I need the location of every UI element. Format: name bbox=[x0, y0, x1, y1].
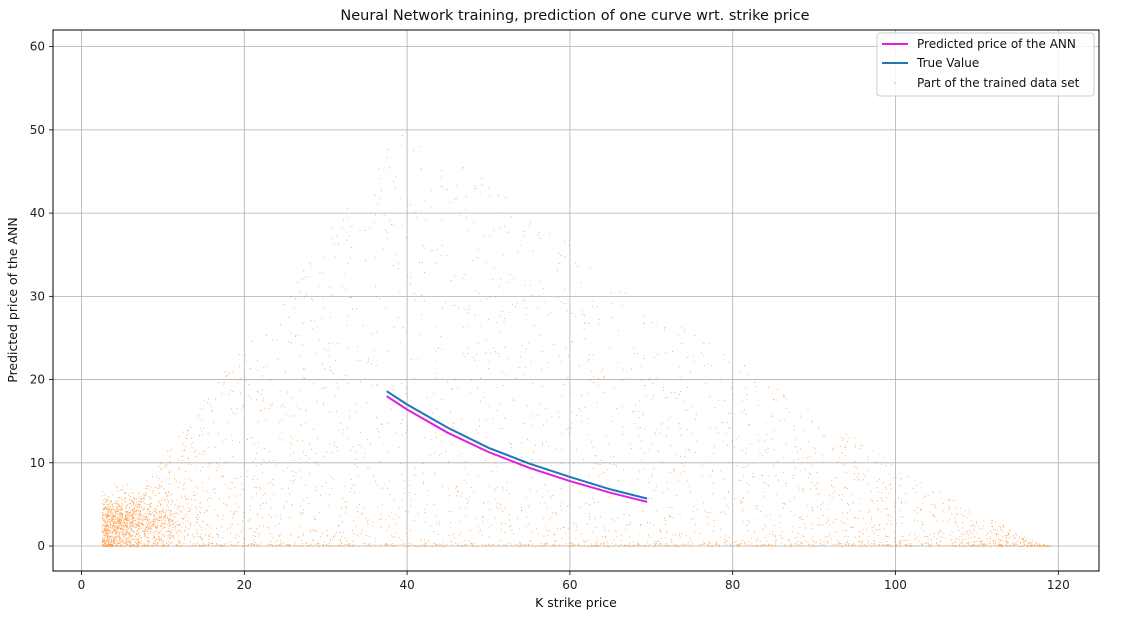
x-tick-label: 60 bbox=[562, 578, 577, 592]
legend-label-true-value: True Value bbox=[916, 56, 979, 70]
x-tick-label: 100 bbox=[884, 578, 907, 592]
y-axis-ticks: 0 10 20 30 40 50 60 bbox=[30, 40, 53, 553]
y-tick-label: 60 bbox=[30, 40, 45, 54]
chart-title: Neural Network training, prediction of o… bbox=[340, 8, 809, 24]
predicted-price-line bbox=[386, 395, 648, 503]
x-tick-label: 80 bbox=[725, 578, 740, 592]
x-tick-label: 120 bbox=[1047, 578, 1070, 592]
x-tick-label: 20 bbox=[237, 578, 252, 592]
x-tick-label: 0 bbox=[78, 578, 86, 592]
x-tick-label: 40 bbox=[399, 578, 414, 592]
y-axis-label: Predicted price of the ANN bbox=[5, 217, 20, 383]
y-tick-label: 20 bbox=[30, 373, 45, 387]
y-tick-label: 50 bbox=[30, 123, 45, 137]
legend-swatch-training-data bbox=[894, 82, 896, 84]
y-tick-label: 30 bbox=[30, 289, 45, 303]
true-value-line bbox=[386, 390, 648, 500]
x-axis-label: K strike price bbox=[535, 595, 617, 610]
curve-lines bbox=[386, 390, 648, 503]
legend-box bbox=[876, 32, 1095, 97]
y-tick-label: 10 bbox=[30, 456, 45, 470]
legend: Predicted price of the ANN True Value Pa… bbox=[876, 32, 1095, 97]
grid-lines bbox=[53, 30, 1099, 571]
y-tick-label: 0 bbox=[37, 539, 45, 553]
plot-frame bbox=[52, 29, 1100, 572]
legend-label-training-data: Part of the trained data set bbox=[917, 76, 1080, 90]
y-tick-label: 40 bbox=[30, 206, 45, 220]
legend-label-predicted: Predicted price of the ANN bbox=[917, 37, 1076, 51]
x-axis-ticks: 0 20 40 60 80 100 120 bbox=[78, 571, 1070, 592]
